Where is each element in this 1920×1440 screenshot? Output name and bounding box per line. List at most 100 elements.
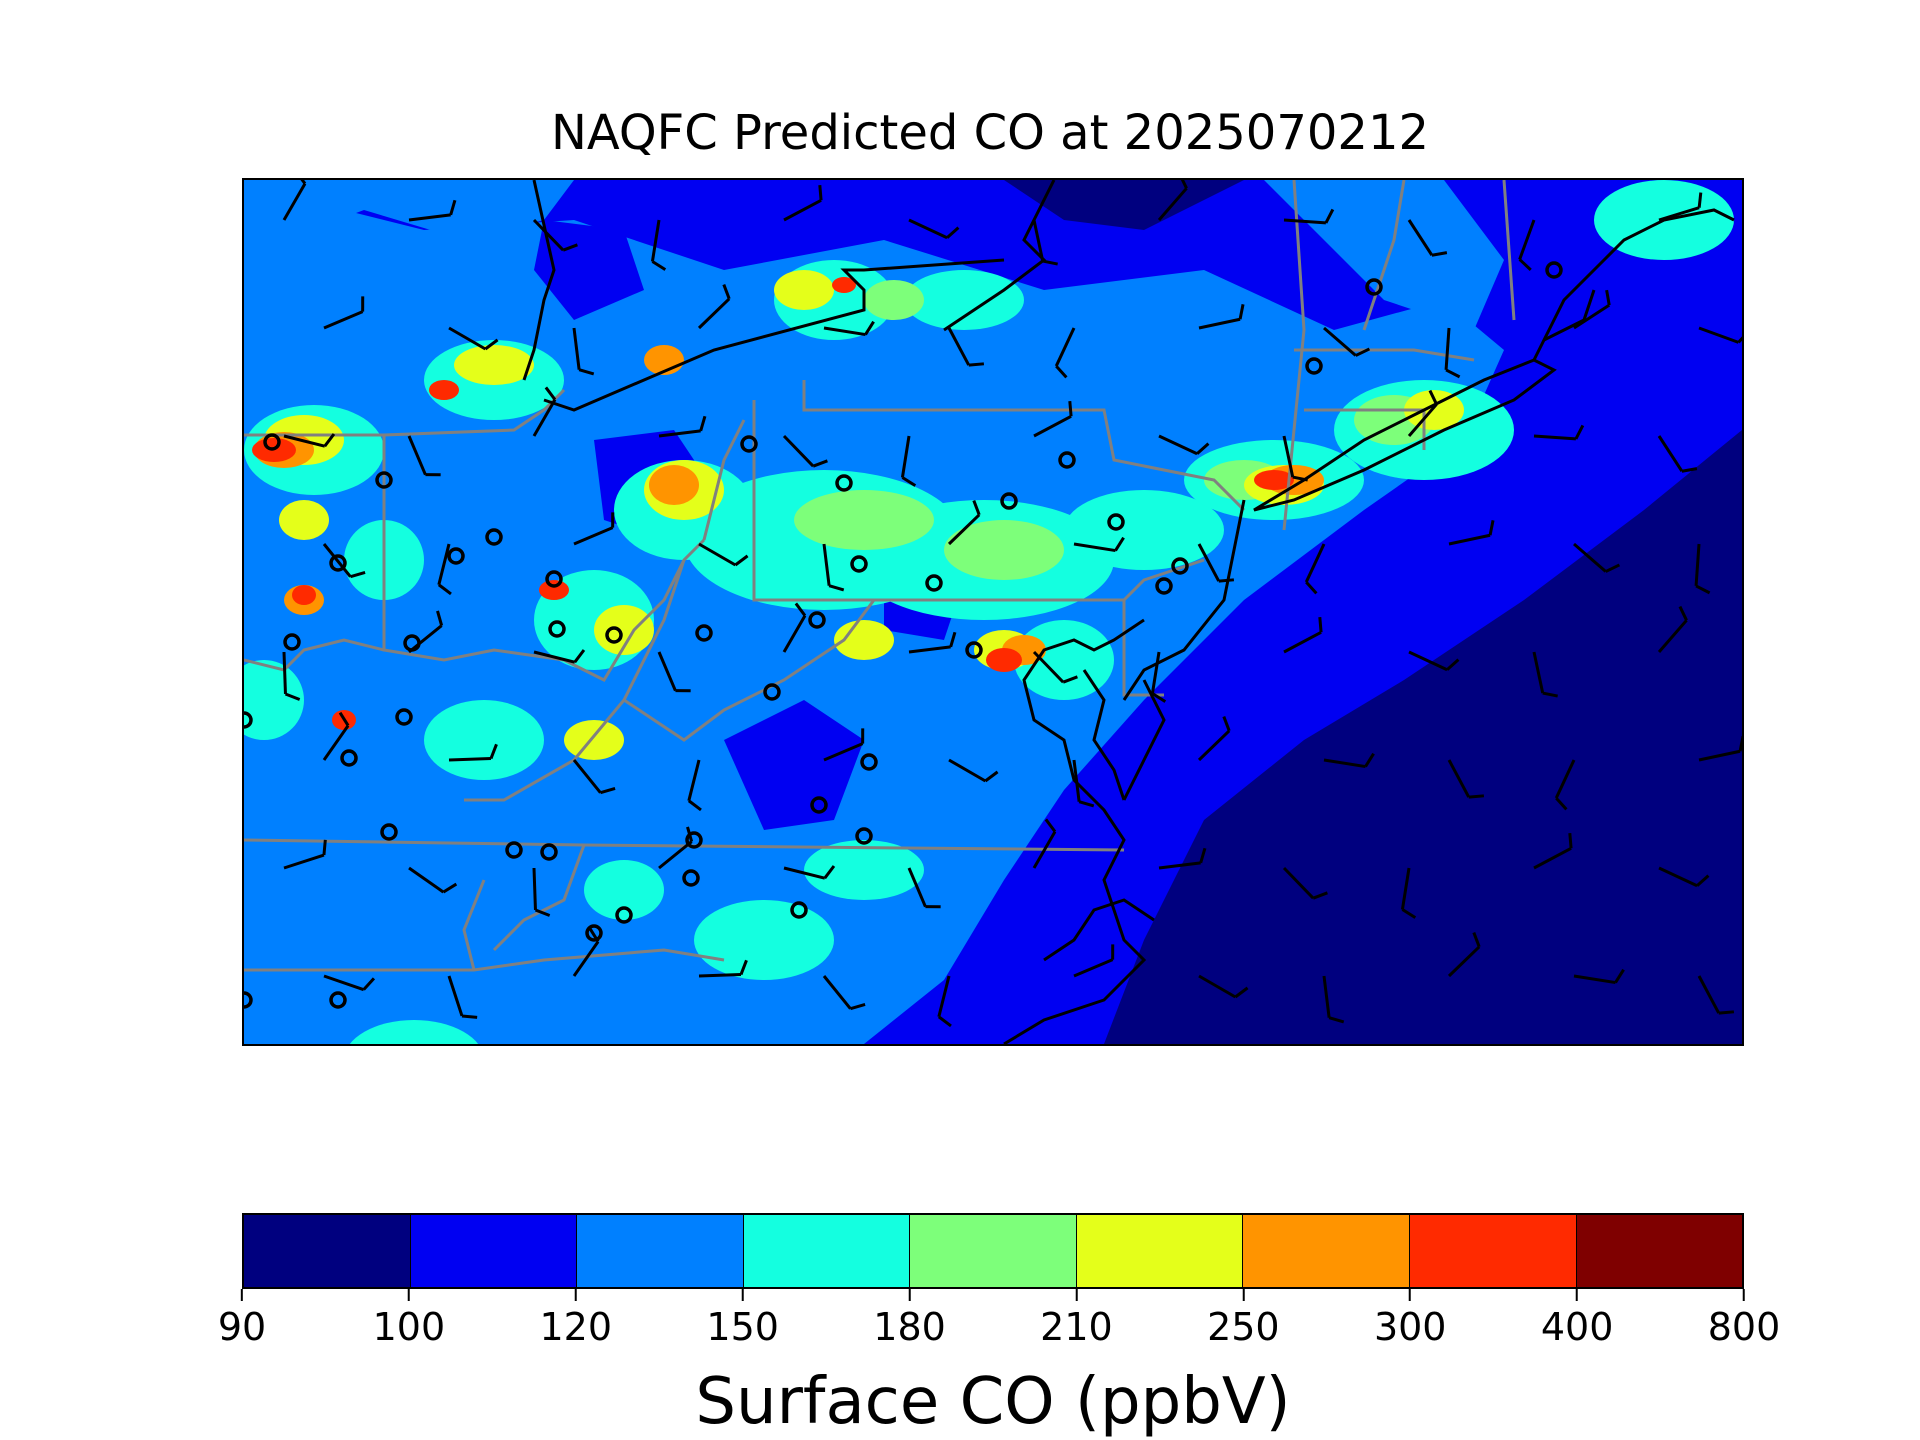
barb-shaft	[408, 624, 443, 654]
colorbar-ticks: 90 100 120 150 180 210 250 300 400 800	[218, 1289, 1780, 1359]
co-plume-yellow	[594, 605, 654, 655]
barb-flag	[972, 500, 981, 516]
wind-barb	[1447, 932, 1481, 978]
barb-flag	[794, 602, 807, 617]
state-border	[244, 638, 385, 672]
coastline	[522, 180, 556, 381]
barb-flag	[1431, 251, 1448, 257]
barb-flag	[850, 1003, 866, 1011]
barb-flag	[284, 692, 301, 701]
barb-shaft	[1073, 542, 1116, 553]
barb-shaft	[323, 974, 365, 992]
wind-barb	[1032, 650, 1078, 684]
state-border	[492, 844, 586, 952]
wind-barb	[823, 728, 865, 762]
wind-barb	[1408, 650, 1460, 672]
barb-shaft	[1073, 958, 1114, 978]
barb-shaft	[1032, 219, 1045, 262]
site-marker	[1545, 261, 1563, 279]
site-marker	[1107, 513, 1125, 531]
barb-flag	[1364, 752, 1375, 768]
site-marker	[860, 753, 878, 771]
state-border	[462, 879, 486, 971]
tick-label: 100	[372, 1305, 446, 1349]
barb-shaft	[823, 326, 866, 337]
barb-flag	[687, 799, 702, 812]
co-plume-green	[864, 280, 924, 320]
wind-barb	[698, 542, 749, 567]
barb-shaft	[658, 429, 701, 438]
coastline	[1532, 208, 1735, 361]
state-border	[1294, 348, 1475, 362]
barb-shaft	[322, 543, 352, 578]
barb-shaft	[908, 218, 948, 240]
tick-label: 800	[1707, 1305, 1781, 1349]
wind-barb	[572, 327, 595, 376]
barb-shaft	[1554, 759, 1576, 799]
tick-mark	[1743, 1289, 1745, 1301]
wind-barb	[1658, 192, 1703, 222]
site-marker	[925, 574, 943, 592]
barb-flag	[812, 459, 828, 468]
wind-barb	[1322, 975, 1345, 1024]
barb-flag	[489, 743, 498, 760]
monitoring-sites	[244, 261, 1563, 1009]
barb-shaft	[282, 182, 307, 221]
barb-flag	[1078, 800, 1095, 808]
barb-flag	[937, 1015, 952, 1028]
co-plume-red	[292, 585, 316, 605]
barb-flag	[1555, 797, 1568, 811]
barb-flag	[1114, 536, 1125, 552]
site-marker	[545, 570, 563, 588]
site-marker	[685, 831, 703, 849]
wind-barb	[1073, 536, 1125, 553]
wind-barb	[1323, 752, 1375, 769]
barb-shaft	[532, 398, 557, 437]
state-border	[802, 380, 1246, 512]
colorbar-bin-5	[1075, 1215, 1243, 1287]
site-marker	[1171, 557, 1189, 575]
site-marker	[1058, 451, 1076, 469]
state-border	[1502, 180, 1516, 321]
co-plume-green	[794, 490, 934, 550]
barb-flag	[946, 226, 960, 239]
barb-flag	[1055, 365, 1068, 379]
tick-label: 180	[873, 1305, 946, 1349]
barb-shaft	[1697, 975, 1721, 1014]
wind-barb	[532, 867, 551, 917]
wind-barb	[782, 602, 807, 653]
barb-flag	[901, 476, 917, 487]
tick-label: 300	[1373, 1305, 1447, 1349]
tick-label: 90	[217, 1305, 267, 1349]
wind-barb	[1282, 435, 1308, 482]
wind-barb	[532, 218, 578, 252]
barb-shaft	[1573, 542, 1607, 573]
barb-shaft	[1323, 758, 1366, 769]
wind-barb	[1282, 866, 1328, 900]
wind-barb	[782, 434, 828, 468]
barb-shaft	[1157, 187, 1188, 221]
co-plume-cyan	[424, 700, 544, 780]
wind-barb	[900, 435, 917, 487]
colorbar-bin-8	[1575, 1215, 1743, 1287]
barb-flag	[1446, 658, 1460, 671]
barb-flag	[968, 362, 985, 367]
barb-flag	[1468, 794, 1485, 799]
barb-flag	[1574, 424, 1585, 440]
wind-barb	[1448, 520, 1495, 546]
colorbar-tick: 250	[1207, 1289, 1280, 1349]
co-plume-yellow	[564, 720, 624, 760]
barb-shaft	[572, 940, 600, 977]
barb-shaft	[947, 513, 981, 546]
co-plume-cyan	[349, 1020, 479, 1044]
co-plume-cyan	[904, 270, 1024, 330]
barb-shaft	[1197, 729, 1231, 762]
barb-shaft	[572, 327, 581, 370]
tick-label: 150	[706, 1305, 779, 1349]
barb-flag	[611, 512, 615, 528]
barb-shaft	[908, 645, 951, 654]
tick-mark	[741, 1289, 744, 1301]
coastline	[1122, 499, 1246, 701]
barb-shaft	[1448, 533, 1491, 546]
barb-flag	[449, 199, 457, 216]
